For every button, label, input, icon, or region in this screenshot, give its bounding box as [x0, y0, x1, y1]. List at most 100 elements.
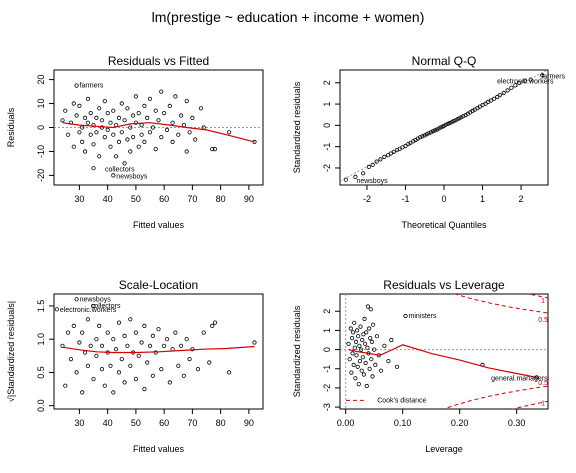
data-point: [85, 120, 91, 125]
plot-frame: [53, 293, 264, 410]
data-point: [352, 345, 357, 350]
data-point: [142, 323, 147, 328]
data-point: [357, 358, 362, 364]
data-point: [142, 139, 147, 144]
data-point: [227, 370, 232, 375]
data-point: [156, 118, 161, 123]
y-axis-label: √|Standardized residuals|: [6, 301, 16, 402]
y-tick-label: -20: [36, 169, 46, 182]
x-axis-label: Fitted values: [133, 220, 185, 230]
data-point: [142, 386, 147, 392]
x-tick-label: 30: [74, 194, 84, 204]
data-point: [360, 355, 365, 360]
data-point: [170, 139, 175, 144]
panel-title: Residuals vs Leverage: [383, 278, 505, 292]
data-point: [363, 360, 368, 366]
data-point: [461, 114, 466, 119]
data-point: [156, 327, 161, 332]
y-axis-label: Standardized residuals: [292, 81, 302, 173]
data-point: [350, 351, 355, 356]
y-tick-label: 0: [322, 123, 332, 128]
data-point: [97, 323, 102, 328]
data-point: [497, 93, 502, 98]
data-point: [77, 103, 82, 109]
data-point: [167, 380, 172, 385]
point-label: farmers: [80, 83, 104, 90]
data-point: [116, 320, 122, 325]
x-tick-label: 40: [103, 194, 113, 204]
data-point: [94, 130, 99, 135]
data-point: [94, 115, 99, 121]
y-tick-label: -2: [322, 164, 332, 172]
x-tick-label: 70: [187, 194, 197, 204]
cooks-level-label: 0.5: [538, 380, 548, 387]
data-point: [181, 123, 186, 128]
data-point: [125, 106, 130, 111]
data-point: [74, 297, 79, 302]
data-point: [378, 368, 384, 373]
y-tick-label: 0: [322, 347, 332, 352]
data-point: [362, 316, 367, 321]
y-tick-label: 10: [36, 99, 46, 109]
data-point: [348, 326, 353, 331]
data-point: [353, 376, 358, 381]
data-point: [83, 115, 88, 121]
data-point: [66, 330, 71, 335]
data-point: [370, 374, 375, 379]
data-point: [360, 171, 366, 176]
data-point: [417, 135, 423, 140]
data-point: [111, 337, 116, 342]
x-tick-label: 0: [441, 194, 446, 204]
data-point: [356, 381, 361, 387]
data-point: [77, 340, 82, 345]
data-point: [360, 337, 365, 343]
data-point: [365, 304, 370, 309]
data-point: [102, 135, 107, 140]
x-tick-label: -1: [401, 194, 409, 204]
data-point: [366, 326, 372, 331]
y-tick-label: 2: [322, 80, 332, 85]
data-point: [388, 151, 393, 156]
data-point: [125, 137, 130, 142]
data-point: [522, 78, 528, 83]
data-point: [184, 149, 189, 154]
data-point: [382, 343, 387, 348]
data-point: [352, 320, 357, 325]
data-point: [370, 162, 375, 167]
data-point: [162, 343, 167, 348]
x-tick-label: 40: [103, 418, 113, 428]
data-point: [365, 345, 370, 350]
data-point: [540, 73, 545, 78]
data-point: [378, 157, 383, 162]
data-point: [91, 123, 96, 128]
data-point: [111, 390, 116, 395]
data-point: [133, 120, 138, 125]
x-axis-label: Leverage: [425, 444, 463, 454]
data-point: [364, 330, 369, 335]
data-point: [116, 139, 122, 144]
y-tick-label: -2: [322, 384, 332, 392]
data-point: [71, 101, 76, 106]
cooks-level-label: 1: [541, 298, 545, 305]
data-point: [212, 320, 218, 325]
cooks-distance-contour: [511, 400, 548, 409]
data-point: [359, 368, 364, 373]
data-point: [153, 147, 158, 152]
data-point: [116, 115, 122, 121]
data-point: [147, 96, 153, 101]
data-point: [364, 383, 369, 389]
data-point: [184, 337, 189, 342]
x-tick-label: 50: [131, 418, 141, 428]
x-axis-label: Fitted values: [133, 444, 185, 454]
data-point: [373, 362, 378, 367]
data-point: [386, 358, 391, 364]
data-point: [80, 139, 85, 144]
data-point: [88, 132, 93, 137]
data-point: [356, 334, 361, 339]
data-point: [349, 335, 355, 341]
data-point: [167, 103, 172, 109]
data-point: [74, 83, 79, 88]
data-point: [528, 77, 533, 82]
y-tick-label: 0.0: [36, 399, 46, 412]
data-point: [227, 130, 232, 135]
